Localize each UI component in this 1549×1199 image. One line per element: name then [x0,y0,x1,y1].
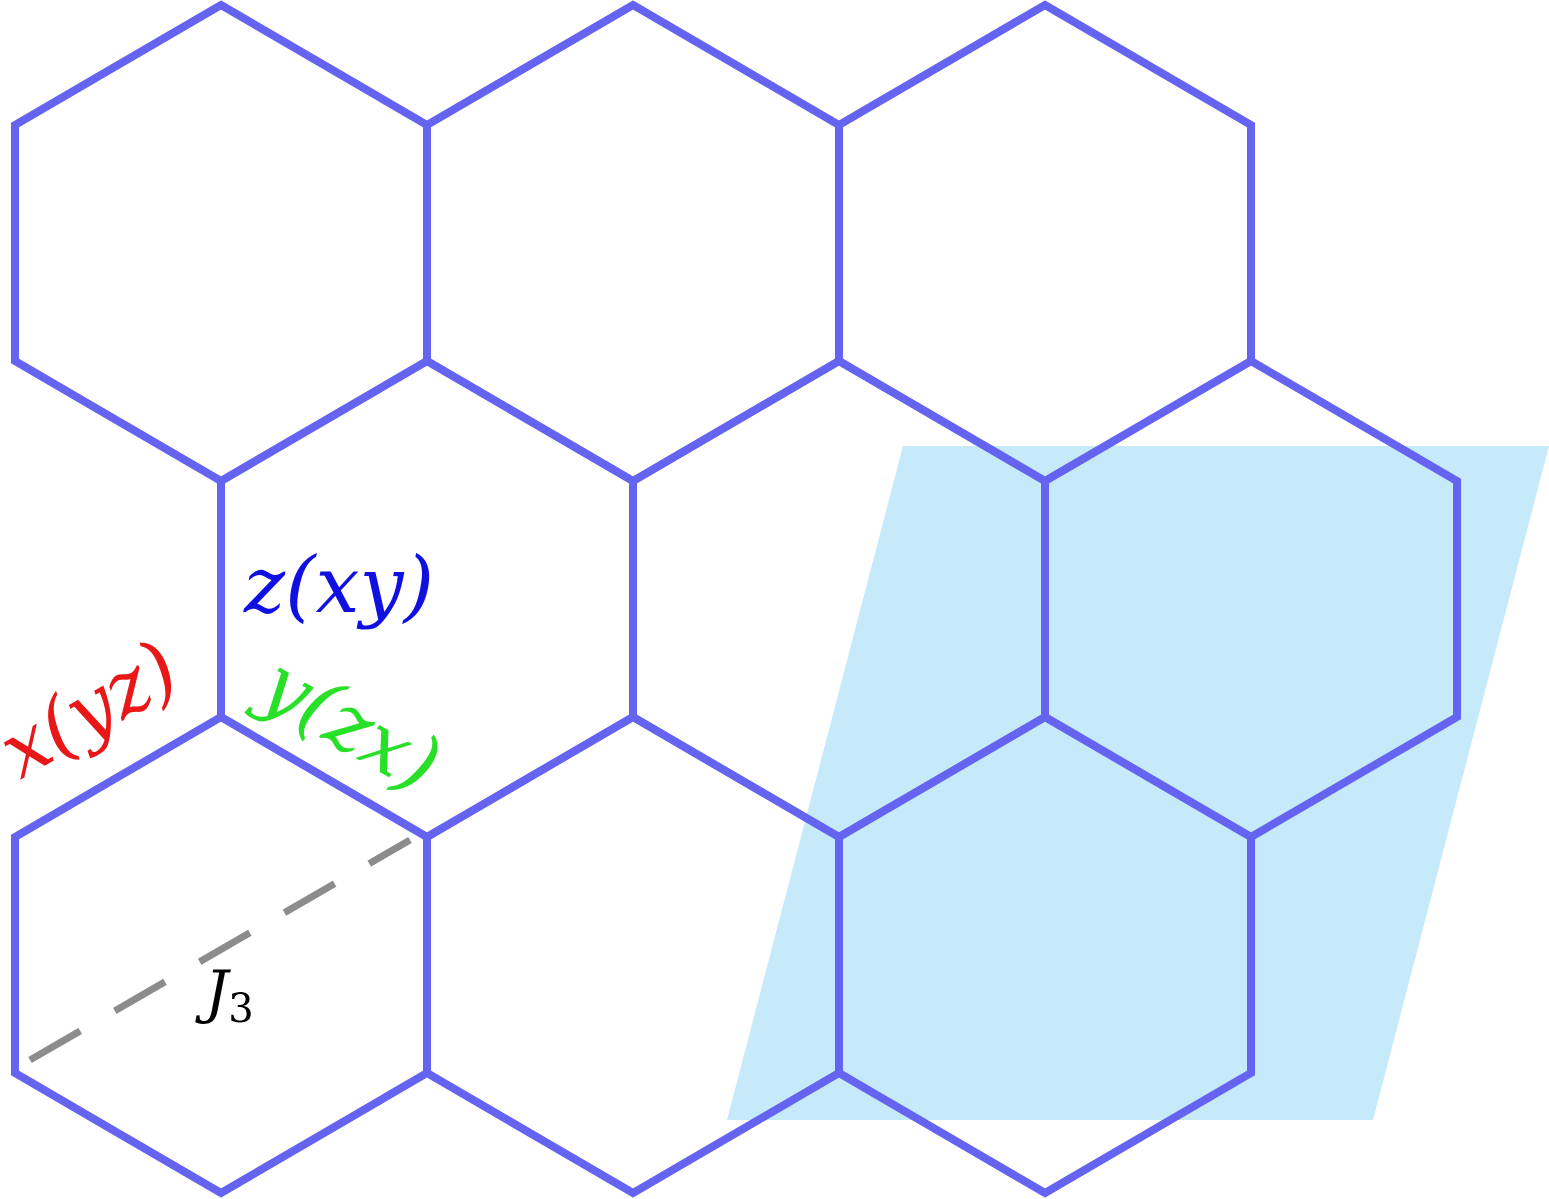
j3-third-neighbor-bond [28,836,412,1064]
unit-cell-shading [727,446,1549,1120]
x-bond-label: x(yz) [0,624,194,797]
hexagon-cell-7 [11,712,431,1198]
z-bond-label: z(xy) [243,541,434,631]
j3-label: J3 [195,958,254,1032]
hexagon-cell-2 [423,0,843,486]
hexagon-cell-3 [835,0,1255,486]
hexagon-cell-1 [11,0,431,486]
j3-label-subscript: 3 [228,986,253,1032]
hexagon-cell-9 [835,712,1255,1198]
honeycomb-lattice [11,0,1461,1198]
y-bond-label: y(zx) [243,637,455,811]
j3-label-main: J [195,958,231,1026]
